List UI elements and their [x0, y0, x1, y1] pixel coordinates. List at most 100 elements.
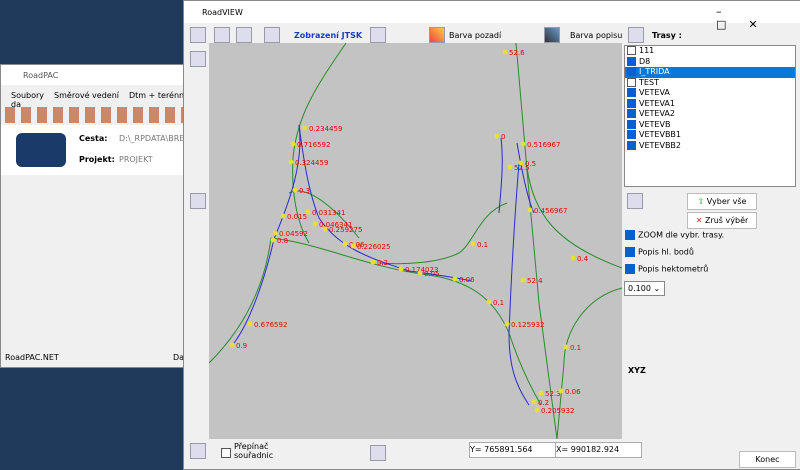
zoom-in[interactable]: [214, 27, 230, 43]
scale-select[interactable]: 0.100 ⌄: [624, 281, 665, 296]
map-label: 52.6: [509, 49, 525, 57]
map-label: 0.2: [538, 399, 549, 407]
menu: Soubory Směrové vedení Dtm + terénní da: [11, 91, 191, 109]
map-label: 0.06: [349, 241, 365, 249]
map-label: 0.676592: [254, 321, 287, 329]
routes-icon[interactable]: [628, 27, 644, 43]
coord-value: 990182.924: [570, 445, 620, 454]
zoom-button[interactable]: [190, 27, 206, 43]
road: [515, 43, 558, 439]
checkbox[interactable]: [627, 140, 636, 150]
field-value: D:\_RPDATA\BREA: [119, 134, 190, 143]
window-controls[interactable]: –□✕: [716, 5, 780, 31]
button-label: Vyber vše: [706, 197, 747, 206]
map-label: 0.4: [577, 255, 589, 263]
menu-item[interactable]: Soubory: [11, 91, 45, 100]
checkbox[interactable]: [627, 88, 636, 97]
node: [302, 125, 308, 131]
menu-item[interactable]: Dtm + terénní da: [11, 91, 187, 109]
road: [556, 287, 622, 439]
node: [247, 321, 253, 327]
node: [494, 133, 500, 139]
node: [504, 321, 510, 327]
roadpac-window: RoadPAC Soubory Směrové vedení Dtm + terén…: [0, 64, 192, 368]
map-label: 0.8: [277, 237, 288, 245]
checkbox[interactable]: [627, 67, 636, 76]
pan-left[interactable]: [190, 193, 206, 209]
route-item[interactable]: I_TRIDA: [625, 67, 795, 78]
field-label: Projekt:: [79, 155, 115, 164]
menu-item[interactable]: Směrové vedení: [54, 91, 119, 100]
checkbox[interactable]: [625, 264, 635, 274]
pan-down[interactable]: [370, 445, 386, 461]
map-label: 0.1: [570, 344, 581, 352]
coord-label: X=: [556, 445, 569, 454]
node: [398, 266, 404, 272]
checkbox[interactable]: [627, 109, 636, 118]
node: [518, 160, 524, 166]
route-item[interactable]: TEST: [625, 77, 795, 89]
map-label: 52.3: [545, 390, 561, 398]
option[interactable]: Popis hl. bodů: [625, 247, 724, 264]
map-label: 52.5: [514, 164, 530, 172]
route-item[interactable]: D8: [625, 56, 795, 68]
checkbox[interactable]: [627, 56, 636, 66]
tool[interactable]: [190, 443, 206, 459]
option[interactable]: ZOOM dle vybr. trasy.: [625, 230, 724, 247]
tool[interactable]: [190, 51, 206, 67]
label-color-button[interactable]: Barva popisu: [570, 31, 623, 40]
options: ZOOM dle vybr. trasy. Popis hl. bodů Popis…: [625, 230, 724, 281]
checkbox[interactable]: [627, 77, 636, 87]
route-item[interactable]: VETEVBB1: [625, 130, 795, 141]
route-name: VETEVBB1: [639, 130, 682, 139]
map-label: 0.716592: [297, 141, 330, 149]
label-color-icon[interactable]: [544, 27, 560, 43]
zoom-out[interactable]: [236, 27, 252, 43]
pan-up[interactable]: [370, 27, 386, 43]
deselect-button[interactable]: ✕ Zruš výběr: [687, 212, 757, 229]
node: [370, 259, 376, 265]
map-label: 0.174023: [405, 266, 438, 274]
node: [322, 226, 328, 232]
road: [516, 142, 535, 214]
node: [538, 390, 544, 396]
zoom-all[interactable]: [264, 27, 280, 43]
map-label: 0.05: [424, 270, 440, 278]
checkbox[interactable]: [625, 230, 635, 240]
scale-value: 0.100: [628, 284, 651, 293]
road: [209, 237, 272, 364]
route-name: D8: [639, 56, 651, 66]
checkbox[interactable]: [627, 130, 636, 139]
checkbox[interactable]: [627, 98, 636, 108]
map-label: 0.2: [377, 259, 388, 267]
checkbox[interactable]: [627, 46, 636, 55]
select-all-button[interactable]: ⇧ Vyber vše: [687, 193, 757, 210]
route-item[interactable]: VETEVA2: [625, 109, 795, 120]
logo: [16, 133, 66, 167]
option[interactable]: Popis hektometrů: [625, 264, 724, 281]
route-item[interactable]: VETEVB: [625, 119, 795, 131]
coord-switch-checkbox[interactable]: [221, 448, 231, 458]
route-item[interactable]: VETEVA: [625, 88, 795, 99]
node: [292, 187, 298, 193]
node: [570, 255, 576, 261]
route-name: VETEVB: [639, 119, 671, 129]
node: [272, 230, 278, 236]
road: [298, 124, 472, 282]
button-label: Zruš výběr: [704, 216, 749, 225]
route-item[interactable]: VETEVA1: [625, 98, 795, 110]
road: [508, 162, 530, 406]
route-item[interactable]: VETEVBB2: [625, 140, 795, 152]
map-label: 0.031341: [312, 209, 345, 217]
route-item[interactable]: 111: [625, 46, 795, 57]
checkbox[interactable]: [625, 247, 635, 257]
bg-color-button[interactable]: Barva pozadí: [449, 31, 502, 40]
arrows[interactable]: [627, 193, 643, 209]
checkbox[interactable]: [627, 119, 636, 129]
coord-value: 765891.564: [484, 445, 533, 454]
xyz-label: XYZ: [628, 366, 646, 375]
node: [417, 270, 423, 276]
bg-color-icon[interactable]: [429, 27, 445, 43]
close-button[interactable]: Konec: [739, 451, 796, 468]
